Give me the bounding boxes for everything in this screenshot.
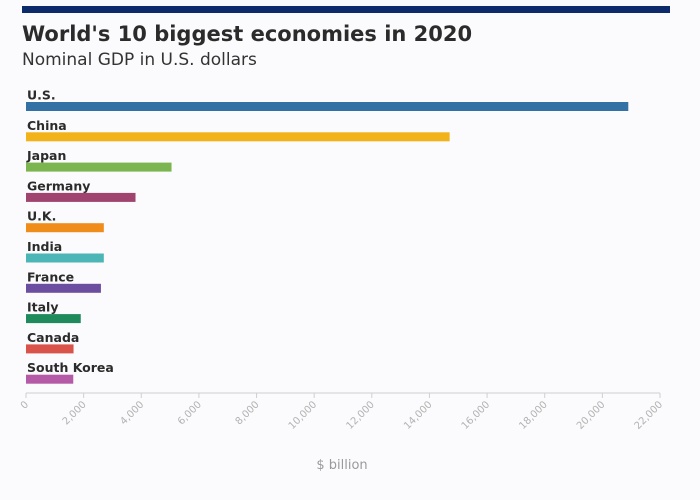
x-axis: 0 2,000 4,000 6,000 8,000 10,000 12,000 14,000 1…: [19, 392, 666, 432]
x-tick-label: 6,000: [176, 399, 204, 427]
x-tick-label: 18,000: [517, 399, 550, 432]
category-label: Canada: [27, 330, 79, 345]
x-tick-label: 2,000: [61, 399, 89, 427]
bar[interactable]: [26, 223, 104, 233]
category-label: U.S.: [27, 88, 56, 103]
x-tick-label: 8,000: [234, 399, 262, 427]
bars-group: U.S. China Japan Germany U.K. India France Ital…: [26, 88, 629, 384]
category-label: Japan: [26, 148, 66, 163]
x-tick-label: 0: [19, 399, 31, 411]
category-label: U.K.: [27, 209, 56, 224]
bar[interactable]: [26, 344, 74, 354]
x-tick-label: 16,000: [460, 399, 493, 432]
x-tick-label: 20,000: [575, 399, 608, 432]
bar[interactable]: [26, 192, 136, 202]
bar[interactable]: [26, 132, 450, 142]
category-label: India: [27, 239, 62, 254]
bar[interactable]: [26, 374, 74, 384]
bar[interactable]: [26, 253, 104, 263]
category-label: South Korea: [27, 360, 114, 375]
bar[interactable]: [26, 162, 172, 172]
category-label: China: [27, 118, 67, 133]
x-tick-label: 22,000: [633, 399, 666, 432]
chart-title: World's 10 biggest economies in 2020: [22, 22, 473, 46]
x-axis-title: $ billion: [316, 458, 367, 473]
x-tick-label: 4,000: [118, 399, 146, 427]
x-tick-label: 14,000: [402, 399, 435, 432]
chart-subtitle: Nominal GDP in U.S. dollars: [22, 50, 257, 70]
x-tick-label: 12,000: [344, 399, 377, 432]
category-label: France: [27, 269, 74, 284]
category-label: Italy: [27, 300, 59, 315]
top-accent-bar: [22, 6, 670, 13]
bar[interactable]: [26, 283, 101, 293]
bar[interactable]: [26, 314, 81, 324]
x-tick-label: 10,000: [287, 399, 320, 432]
bar[interactable]: [26, 102, 629, 111]
category-label: Germany: [27, 178, 90, 193]
